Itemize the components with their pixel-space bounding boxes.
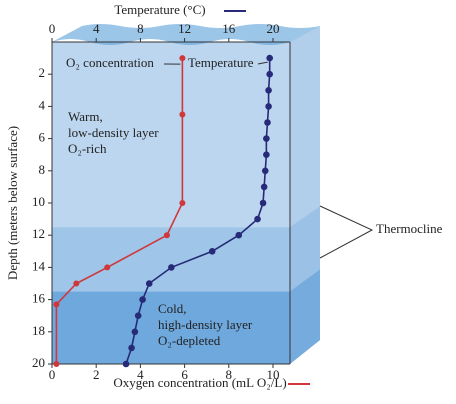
legend-leader <box>257 61 268 65</box>
series-point <box>179 200 186 206</box>
x-tick-label: 2 <box>93 367 100 382</box>
y-tick-label: 4 <box>39 97 46 112</box>
y-tick-label: 20 <box>32 355 45 370</box>
layer-label: low-density layer <box>68 125 159 140</box>
layer <box>52 42 290 228</box>
series-point <box>263 135 270 142</box>
series-point <box>263 151 270 158</box>
x2-tick-label: 4 <box>93 21 100 36</box>
x-tick-label: 0 <box>49 367 56 382</box>
layer-label: Warm, <box>68 109 103 124</box>
layer-label: Cold, <box>158 301 187 316</box>
series-point <box>261 167 269 175</box>
y-tick-label: 8 <box>39 162 46 177</box>
series-point <box>259 199 267 207</box>
series-point <box>104 264 111 271</box>
x2-tick-label: 12 <box>178 21 191 36</box>
series-point <box>265 87 272 94</box>
x-axis-label: Oxygen concentration (mL O₂/L) <box>113 375 286 390</box>
series-line <box>55 58 184 364</box>
y-tick-label: 10 <box>32 194 45 209</box>
layer-label: O₂-rich <box>68 141 107 156</box>
y-tick-label: 14 <box>32 258 46 273</box>
series-point <box>128 344 135 352</box>
water-surface <box>52 24 320 45</box>
x-tick-label: 4 <box>137 367 144 382</box>
series-point <box>266 54 273 62</box>
series-point <box>73 280 80 287</box>
y-tick-label: 6 <box>39 130 46 145</box>
series-point <box>145 280 153 287</box>
y-axis-label: Depth (meters below surface) <box>5 126 20 280</box>
series-point <box>264 119 271 126</box>
series-point <box>53 361 60 367</box>
y-tick-label: 16 <box>32 291 46 306</box>
series-point <box>53 301 60 308</box>
layer-side <box>290 269 320 364</box>
x2-tick-label: 16 <box>222 21 236 36</box>
layer <box>52 291 290 364</box>
series-point <box>168 264 175 271</box>
x2-tick-label: 20 <box>267 21 280 36</box>
layer-side <box>290 206 320 292</box>
series-point <box>179 111 186 118</box>
y-tick-label: 18 <box>32 323 45 338</box>
x2-axis-label: Temperature (°C) <box>114 2 205 17</box>
x2-tick-label: 0 <box>49 21 56 36</box>
x-tick-label: 6 <box>181 367 188 382</box>
thermocline-label: Thermocline <box>376 221 443 236</box>
x-tick-label: 8 <box>226 367 233 382</box>
y-tick-label: 2 <box>39 65 46 80</box>
series-point <box>139 296 146 303</box>
x-tick-label: 10 <box>267 367 280 382</box>
series-point <box>163 232 170 239</box>
layer-side <box>290 26 320 228</box>
legend-label: O₂ concentration <box>66 55 154 70</box>
layer-label: high-density layer <box>158 317 253 332</box>
series-point <box>122 360 130 368</box>
series-point <box>265 103 272 110</box>
series-point <box>208 248 216 255</box>
layer <box>52 227 290 292</box>
y-tick-label: 12 <box>32 226 45 241</box>
series-point <box>266 70 273 78</box>
series-point <box>260 183 268 191</box>
series-point <box>179 55 186 62</box>
series-point <box>134 312 142 320</box>
series-point <box>131 328 139 336</box>
series-point <box>254 215 261 223</box>
x2-tick-label: 8 <box>137 21 144 36</box>
layer-label: O₂-depleted <box>158 333 221 348</box>
legend-label: Temperature <box>188 55 254 70</box>
series-point <box>235 231 243 239</box>
thermocline-bracket <box>319 205 374 259</box>
